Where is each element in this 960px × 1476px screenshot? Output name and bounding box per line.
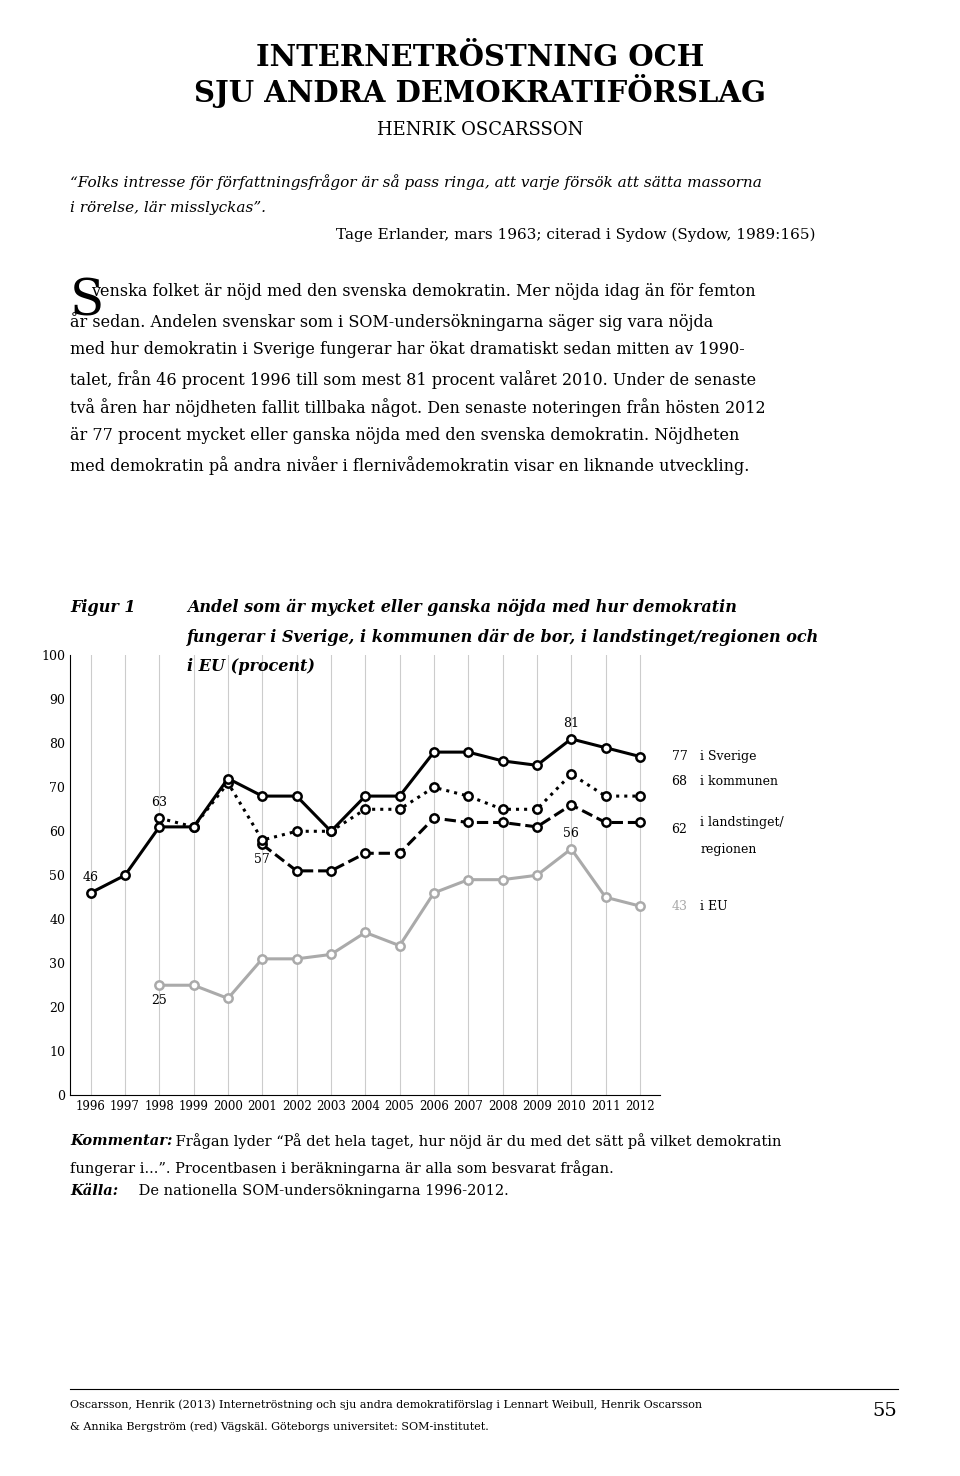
Text: fungerar i...”. Procentbasen i beräkningarna är alla som besvarat frågan.: fungerar i...”. Procentbasen i beräkning… xyxy=(70,1160,613,1176)
Text: venska folket är nöjd med den svenska demokratin. Mer nöjda idag än för femton: venska folket är nöjd med den svenska de… xyxy=(91,283,756,301)
Text: talet, från 46 procent 1996 till som mest 81 procent valåret 2010. Under de sena: talet, från 46 procent 1996 till som mes… xyxy=(70,369,756,388)
Text: De nationella SOM-undersökningarna 1996-2012.: De nationella SOM-undersökningarna 1996-… xyxy=(134,1184,509,1197)
Text: i Sverige: i Sverige xyxy=(701,750,756,763)
Text: med hur demokratin i Sverige fungerar har ökat dramatiskt sedan mitten av 1990-: med hur demokratin i Sverige fungerar ha… xyxy=(70,341,745,359)
Text: INTERNETRÖSTNING OCH: INTERNETRÖSTNING OCH xyxy=(256,43,704,72)
Text: år sedan. Andelen svenskar som i SOM-undersökningarna säger sig vara nöjda: år sedan. Andelen svenskar som i SOM-und… xyxy=(70,313,713,331)
Text: regionen: regionen xyxy=(701,843,756,856)
Text: 57: 57 xyxy=(254,853,270,866)
Text: i kommunen: i kommunen xyxy=(701,775,779,788)
Text: 77: 77 xyxy=(672,750,687,763)
Text: fungerar i Sverige, i kommunen där de bor, i landstinget/regionen och: fungerar i Sverige, i kommunen där de bo… xyxy=(187,629,820,646)
Text: 63: 63 xyxy=(152,796,167,809)
Text: S: S xyxy=(70,277,105,328)
Text: 62: 62 xyxy=(672,824,687,837)
Text: i EU: i EU xyxy=(701,899,728,912)
Text: 46: 46 xyxy=(83,871,99,884)
Text: 43: 43 xyxy=(672,899,687,912)
Text: Andel som är mycket eller ganska nöjda med hur demokratin: Andel som är mycket eller ganska nöjda m… xyxy=(187,599,737,617)
Text: SJU ANDRA DEMOKRATIFÖRSLAG: SJU ANDRA DEMOKRATIFÖRSLAG xyxy=(194,74,766,108)
Text: Tage Erlander, mars 1963; citerad i Sydow (Sydow, 1989:165): Tage Erlander, mars 1963; citerad i Sydo… xyxy=(336,227,815,242)
Text: Figur 1: Figur 1 xyxy=(70,599,135,617)
Text: Kommentar:: Kommentar: xyxy=(70,1134,173,1147)
Text: Oscarsson, Henrik (2013) Internetröstning och sju andra demokratiförslag i Lenna: Oscarsson, Henrik (2013) Internetröstnin… xyxy=(70,1399,702,1410)
Text: “Folks intresse för författningsfrågor är så pass ringa, att varje försök att sä: “Folks intresse för författningsfrågor ä… xyxy=(70,174,762,190)
Text: 55: 55 xyxy=(873,1402,898,1420)
Text: i EU (procent): i EU (procent) xyxy=(187,658,315,676)
Text: med demokratin på andra nivåer i flernivådemokratin visar en liknande utveckling: med demokratin på andra nivåer i flerniv… xyxy=(70,456,750,475)
Text: Frågan lyder “På det hela taget, hur nöjd är du med det sätt på vilket demokrati: Frågan lyder “På det hela taget, hur nöj… xyxy=(171,1134,781,1150)
Text: Källa:: Källa: xyxy=(70,1184,118,1197)
Text: HENRIK OSCARSSON: HENRIK OSCARSSON xyxy=(377,121,583,139)
Text: är 77 procent mycket eller ganska nöjda med den svenska demokratin. Nöjdheten: är 77 procent mycket eller ganska nöjda … xyxy=(70,428,739,444)
Text: 25: 25 xyxy=(152,993,167,1007)
Text: 56: 56 xyxy=(564,827,579,840)
Text: & Annika Bergström (red) Vägskäl. Göteborgs universitet: SOM-institutet.: & Annika Bergström (red) Vägskäl. Götebo… xyxy=(70,1421,489,1432)
Text: i rörelse, lär misslyckas”.: i rörelse, lär misslyckas”. xyxy=(70,201,266,214)
Text: i landstinget/: i landstinget/ xyxy=(701,816,784,830)
Text: 68: 68 xyxy=(672,775,687,788)
Text: 81: 81 xyxy=(564,717,579,731)
Text: två åren har nöjdheten fallit tillbaka något. Den senaste noteringen från hösten: två åren har nöjdheten fallit tillbaka n… xyxy=(70,399,766,418)
